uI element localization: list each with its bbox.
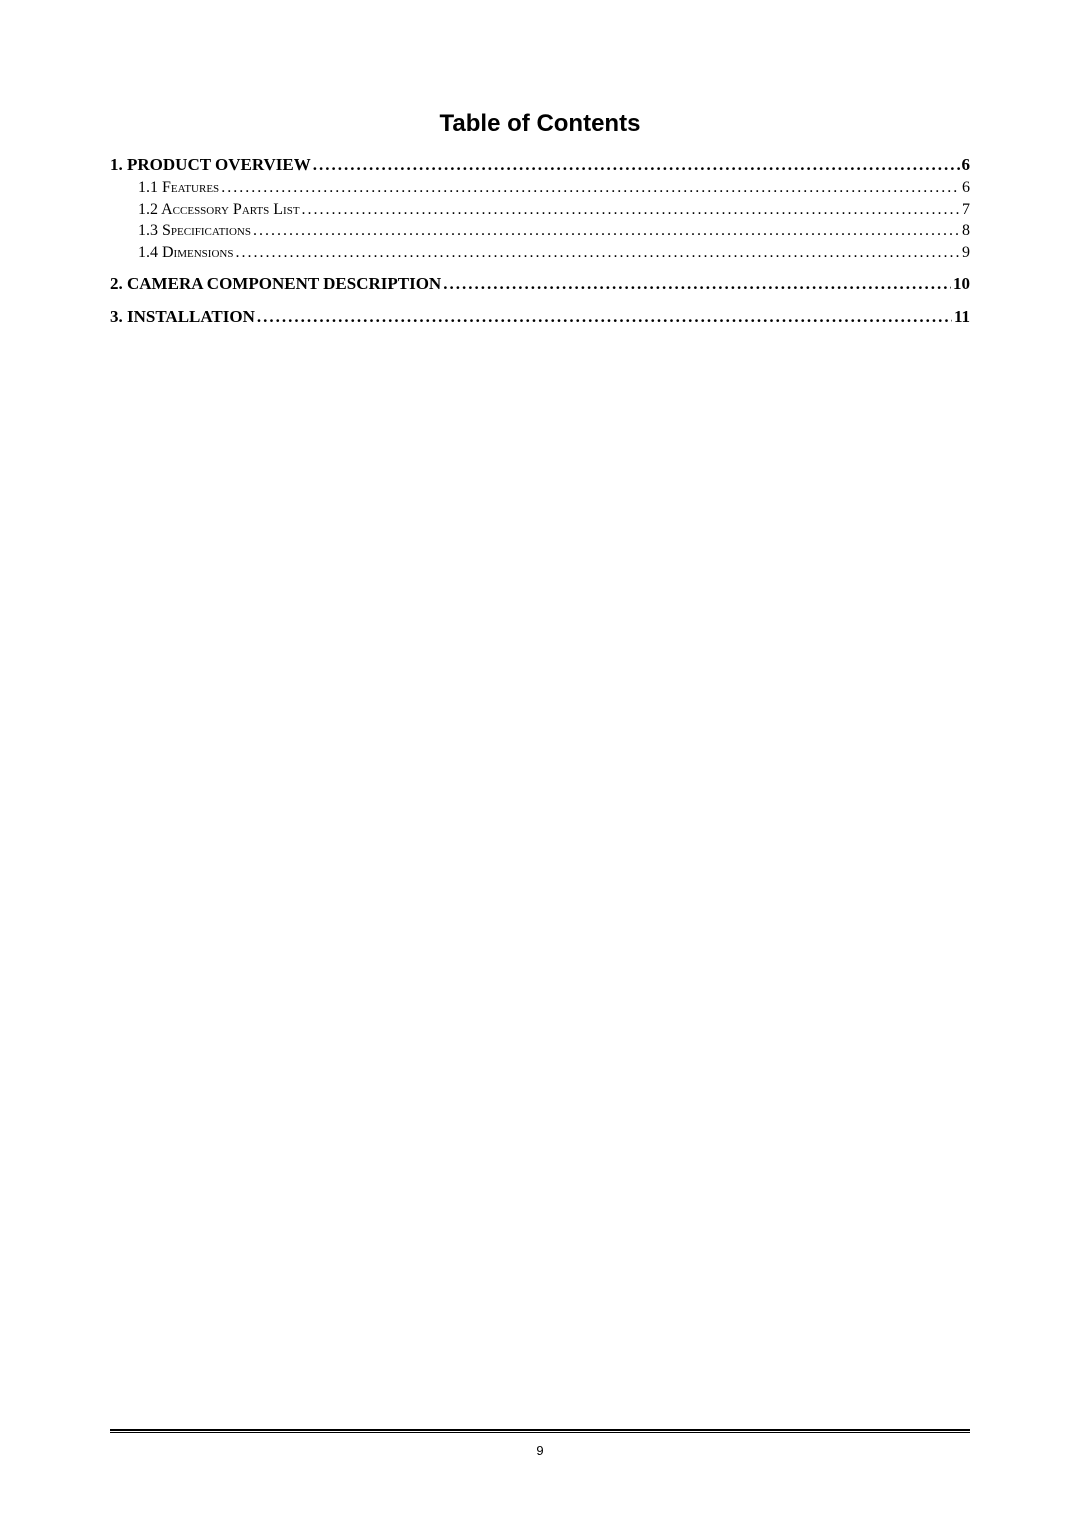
toc-entry: 1. PRODUCT OVERVIEW 6 [110, 154, 970, 177]
toc-entry-page: 9 [962, 242, 970, 264]
toc-entry-label: 2. CAMERA COMPONENT DESCRIPTION [110, 273, 441, 296]
table-of-contents: 1. PRODUCT OVERVIEW 6 1.1 Features 6 1.2… [110, 144, 970, 329]
toc-entry-label: 1.2 Accessory Parts List [138, 199, 300, 221]
toc-entry: 2. CAMERA COMPONENT DESCRIPTION 10 [110, 273, 970, 296]
toc-entry-label: 1.3 Specifications [138, 220, 251, 242]
toc-entry: 3. INSTALLATION 11 [110, 306, 970, 329]
footer-rule [110, 1429, 970, 1431]
toc-leader [253, 220, 960, 242]
toc-entry: 1.1 Features 6 [110, 177, 970, 199]
toc-leader [235, 242, 960, 264]
toc-entry: 1.3 Specifications 8 [110, 220, 970, 242]
toc-entry-page: 10 [953, 273, 970, 296]
toc-leader [302, 199, 960, 221]
toc-entry-label: 3. INSTALLATION [110, 306, 255, 329]
page-number: 9 [110, 1443, 970, 1458]
footer-rule [110, 1432, 970, 1433]
toc-leader [443, 273, 951, 296]
toc-entry-page: 6 [962, 154, 971, 177]
toc-entry-label: 1. PRODUCT OVERVIEW [110, 154, 311, 177]
toc-entry-page: 6 [962, 177, 970, 199]
document-page: Table of Contents 1. PRODUCT OVERVIEW 6 … [0, 0, 1080, 1528]
toc-leader [221, 177, 960, 199]
toc-entry-page: 11 [954, 306, 970, 329]
toc-leader [313, 154, 960, 177]
page-footer: 9 [110, 1429, 970, 1458]
toc-entry-label: 1.1 Features [138, 177, 219, 199]
toc-entry-label: 1.4 Dimensions [138, 242, 233, 264]
toc-entry-page: 8 [962, 220, 970, 242]
toc-entry: 1.4 Dimensions 9 [110, 242, 970, 264]
toc-leader [257, 306, 952, 329]
toc-entry: 1.2 Accessory Parts List 7 [110, 199, 970, 221]
toc-title: Table of Contents [110, 110, 970, 138]
toc-entry-page: 7 [962, 199, 970, 221]
